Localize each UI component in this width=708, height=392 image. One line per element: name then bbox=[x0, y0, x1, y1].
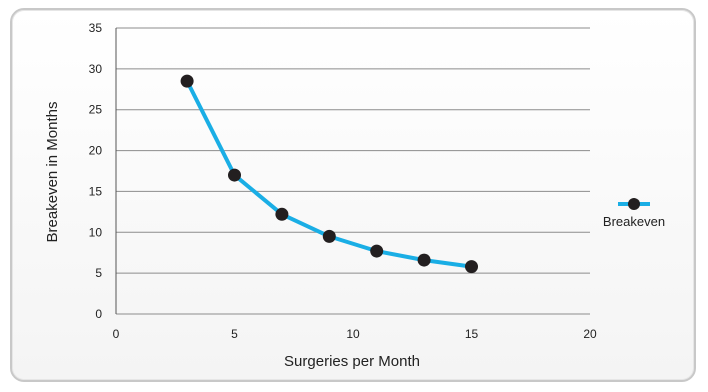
legend: Breakeven bbox=[603, 198, 665, 229]
x-tick-label: 10 bbox=[346, 327, 360, 341]
y-tick-label: 25 bbox=[89, 103, 103, 117]
y-tick-label: 30 bbox=[89, 62, 103, 76]
data-point bbox=[465, 260, 478, 274]
y-tick-label: 10 bbox=[89, 225, 103, 239]
x-tick-label: 5 bbox=[231, 327, 238, 341]
legend-label: Breakeven bbox=[603, 214, 665, 229]
data-point bbox=[228, 168, 241, 182]
y-tick-label: 5 bbox=[95, 266, 102, 280]
y-tick-label: 0 bbox=[95, 307, 102, 321]
x-tick-label: 20 bbox=[583, 327, 597, 341]
tick-labels: 0 5 10 15 20 25 30 35 0 5 10 15 20 bbox=[89, 21, 597, 341]
data-point bbox=[322, 229, 336, 243]
series-layer bbox=[180, 74, 478, 274]
legend-marker bbox=[628, 198, 640, 210]
data-point bbox=[370, 244, 384, 258]
x-axis-title: Surgeries per Month bbox=[284, 353, 420, 370]
y-tick-label: 15 bbox=[89, 184, 103, 198]
data-point bbox=[275, 207, 289, 221]
y-tick-label: 20 bbox=[89, 144, 103, 158]
x-tick-label: 0 bbox=[113, 327, 120, 341]
gridlines bbox=[116, 27, 590, 315]
x-tick-label: 15 bbox=[465, 327, 479, 341]
data-point bbox=[180, 74, 194, 88]
y-tick-label: 35 bbox=[89, 21, 103, 35]
data-point bbox=[417, 253, 431, 267]
y-axis-title: Breakeven in Months bbox=[44, 102, 61, 243]
chart-frame bbox=[10, 8, 696, 382]
